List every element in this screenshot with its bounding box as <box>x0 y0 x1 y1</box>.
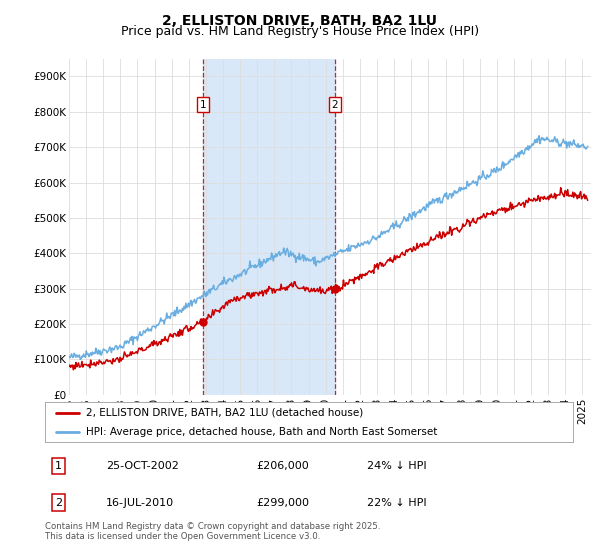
Text: 2, ELLISTON DRIVE, BATH, BA2 1LU: 2, ELLISTON DRIVE, BATH, BA2 1LU <box>163 14 437 28</box>
Text: HPI: Average price, detached house, Bath and North East Somerset: HPI: Average price, detached house, Bath… <box>86 427 437 436</box>
Text: £299,000: £299,000 <box>256 498 309 507</box>
Text: £206,000: £206,000 <box>256 461 309 471</box>
Bar <box>203 59 335 395</box>
Text: 1: 1 <box>55 461 62 471</box>
Text: 16-JUL-2010: 16-JUL-2010 <box>106 498 174 507</box>
Text: Price paid vs. HM Land Registry's House Price Index (HPI): Price paid vs. HM Land Registry's House … <box>121 25 479 38</box>
Text: 2: 2 <box>332 100 338 110</box>
Text: 2, ELLISTON DRIVE, BATH, BA2 1LU (detached house): 2, ELLISTON DRIVE, BATH, BA2 1LU (detach… <box>86 408 364 418</box>
Text: 1: 1 <box>199 100 206 110</box>
Text: Contains HM Land Registry data © Crown copyright and database right 2025.
This d: Contains HM Land Registry data © Crown c… <box>45 522 380 542</box>
Text: 24% ↓ HPI: 24% ↓ HPI <box>367 461 427 471</box>
Text: 25-OCT-2002: 25-OCT-2002 <box>106 461 179 471</box>
Text: 22% ↓ HPI: 22% ↓ HPI <box>367 498 427 507</box>
Text: 2: 2 <box>55 498 62 507</box>
